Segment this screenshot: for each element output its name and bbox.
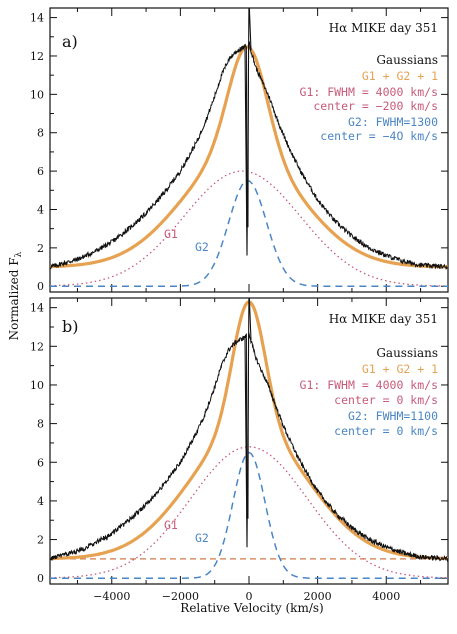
panel-b-label: b) <box>62 317 78 336</box>
y-tick-label: 0 <box>37 280 44 293</box>
panel-a: 0 2 4 6 8 10 12 14 a) Hα MIKE day 351 Gaussians… <box>30 7 449 293</box>
g1-curve <box>50 170 448 287</box>
y-tick-label: 10 <box>30 88 44 101</box>
y-tick-label: 6 <box>37 456 44 469</box>
g2-curve <box>50 179 448 287</box>
panel-a-legend-heading: Gaussians <box>376 53 438 67</box>
panel-b-legend-g1: G1: FWHM = 4000 km/s <box>300 378 438 392</box>
panel-b-title: Hα MIKE day 351 <box>329 312 438 326</box>
panel-b-g2-label: G2 <box>195 531 209 545</box>
panel-b-legend-g2-center: center = 0 km/s <box>334 424 438 438</box>
g1-curve <box>50 446 448 579</box>
y-tick-label: 8 <box>37 418 44 431</box>
y-tick-label: 10 <box>30 379 44 392</box>
x-tick-label: 2000 <box>304 590 332 603</box>
panel-b-legend-heading: Gaussians <box>376 346 438 360</box>
y-axis-title-main: Normalized F <box>7 257 21 340</box>
y-axis-title-sub: λ <box>14 251 24 257</box>
panel-a-g2-label: G2 <box>195 240 209 254</box>
x-tick-label: 0 <box>246 590 253 603</box>
y-tick-label: 6 <box>37 165 44 178</box>
panel-b-ticks: 0 2 4 6 8 10 12 14 −4000 −2000 0 2000 4000 <box>30 298 448 603</box>
x-tick-label: −2000 <box>162 590 199 603</box>
g2-curve <box>50 451 448 579</box>
narrow-line-spike <box>244 8 252 256</box>
panel-a-title: Hα MIKE day 351 <box>329 21 438 35</box>
panel-a-legend-sum: G1 + G2 + 1 <box>362 69 438 83</box>
panel-a-label: a) <box>62 32 78 51</box>
y-tick-label: 14 <box>30 12 44 25</box>
x-tick-label: −4000 <box>93 590 130 603</box>
x-tick-label: 4000 <box>372 590 400 603</box>
y-tick-label: 4 <box>37 495 44 508</box>
panel-b-curves <box>50 298 448 579</box>
y-tick-label: 14 <box>30 302 44 315</box>
panel-b-legend-g2: G2: FWHM=1100 <box>348 409 438 423</box>
y-tick-label: 12 <box>30 340 44 353</box>
panel-a-legend-g1: G1: FWHM = 4000 km/s <box>300 85 438 99</box>
panel-a-legend-g1-center: center = −200 km/s <box>313 99 438 113</box>
panel-a-curves <box>50 8 448 287</box>
y-tick-label: 12 <box>30 50 44 63</box>
y-tick-label: 0 <box>37 572 44 585</box>
svg-text:Normalized Fλ: Normalized Fλ <box>7 251 24 340</box>
panel-a-legend-g2: G2: FWHM=1300 <box>348 115 438 129</box>
panel-b-legend-sum: G1 + G2 + 1 <box>362 362 438 376</box>
y-tick-label: 8 <box>37 127 44 140</box>
y-tick-label: 2 <box>37 242 44 255</box>
y-tick-label: 2 <box>37 534 44 547</box>
panel-b: 0 2 4 6 8 10 12 14 −4000 −2000 0 2000 4000 b) Hα MIK… <box>30 297 449 603</box>
x-axis-title: Relative Velocity (km/s) <box>180 601 323 615</box>
y-axis-title: Normalized Fλ <box>7 251 24 340</box>
panel-a-legend-g2-center: center = −4O km/s <box>320 129 438 143</box>
panel-b-g1-label: G1 <box>164 518 178 532</box>
panel-a-ticks: 0 2 4 6 8 10 12 14 <box>30 8 448 293</box>
y-tick-label: 4 <box>37 203 44 216</box>
panel-b-legend-g1-center: center = 0 km/s <box>334 393 438 407</box>
narrow-line-spike <box>244 298 252 548</box>
panel-a-g1-label: G1 <box>164 227 178 241</box>
